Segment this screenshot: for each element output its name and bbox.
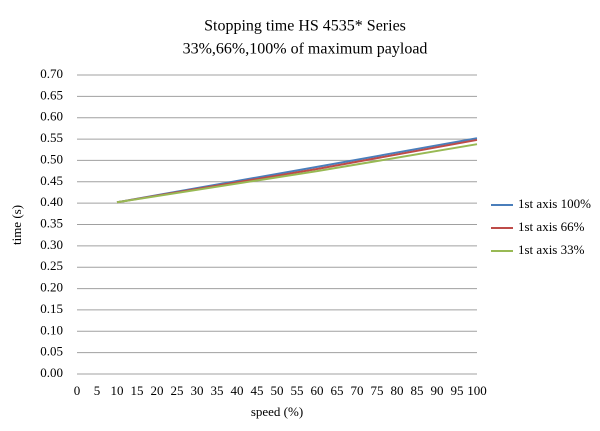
- x-tick-label: 15: [131, 383, 144, 398]
- x-tick-label: 35: [211, 383, 224, 398]
- x-tick-label: 0: [74, 383, 81, 398]
- x-tick-label: 75: [371, 383, 384, 398]
- y-tick-label: 0.00: [40, 365, 63, 380]
- x-tick-label: 10: [111, 383, 124, 398]
- y-tick-label: 0.40: [40, 194, 63, 209]
- x-axis-label: speed (%): [251, 404, 303, 419]
- chart-title: Stopping time HS 4535* Series: [204, 18, 406, 35]
- y-tick-label: 0.50: [40, 151, 63, 166]
- series-line: [116, 143, 478, 204]
- x-tick-label: 90: [431, 383, 444, 398]
- x-tick-label: 45: [251, 383, 264, 398]
- x-tick-label: 40: [231, 383, 244, 398]
- y-tick-label: 0.05: [40, 344, 63, 359]
- x-tick-label: 5: [94, 383, 101, 398]
- x-tick-label: 20: [151, 383, 164, 398]
- legend-label: 1st axis 100%: [518, 196, 591, 211]
- y-tick-label: 0.45: [40, 173, 63, 188]
- y-tick-label: 0.30: [40, 237, 63, 252]
- x-tick-label: 30: [191, 383, 204, 398]
- y-tick-label: 0.65: [40, 87, 63, 102]
- legend-label: 1st axis 33%: [518, 242, 585, 257]
- chart-subtitle: 33%,66%,100% of maximum payload: [183, 41, 428, 58]
- x-tick-label: 55: [291, 383, 304, 398]
- y-tick-label: 0.10: [40, 322, 63, 337]
- x-tick-label: 70: [351, 383, 364, 398]
- x-tick-label: 25: [171, 383, 184, 398]
- y-tick-label: 0.15: [40, 301, 63, 316]
- y-tick-label: 0.25: [40, 258, 63, 273]
- y-tick-label: 0.70: [40, 66, 63, 81]
- x-tick-label: 65: [331, 383, 344, 398]
- x-tick-label: 85: [411, 383, 424, 398]
- y-tick-label: 0.20: [40, 280, 63, 295]
- y-axis-label: time (s): [9, 205, 24, 245]
- x-tick-label: 80: [391, 383, 404, 398]
- x-tick-label: 60: [311, 383, 324, 398]
- x-tick-label: 95: [451, 383, 464, 398]
- y-tick-label: 0.60: [40, 109, 63, 124]
- y-tick-label: 0.55: [40, 130, 63, 145]
- x-tick-label: 100: [467, 383, 487, 398]
- x-tick-label: 50: [271, 383, 284, 398]
- y-tick-label: 0.35: [40, 215, 63, 230]
- legend-label: 1st axis 66%: [518, 219, 585, 234]
